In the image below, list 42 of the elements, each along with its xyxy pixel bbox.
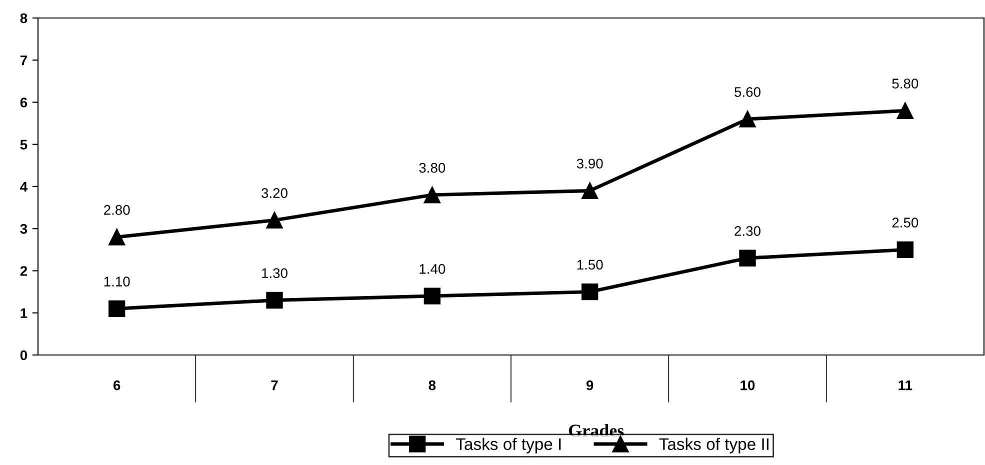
point — [424, 288, 440, 304]
point — [896, 102, 914, 120]
data-label: 1.30 — [262, 268, 288, 278]
data-label: 1.10 — [104, 276, 130, 286]
point — [108, 228, 126, 246]
data-label: 3.20 — [262, 188, 288, 198]
data-label: 2.50 — [892, 218, 918, 228]
data-label: 3.90 — [576, 158, 603, 169]
point — [582, 182, 598, 200]
legend-label: Tasks of type II — [659, 438, 768, 454]
data-label: 3.80 — [419, 162, 446, 173]
data-label: 2.30 — [734, 226, 760, 236]
point — [424, 186, 440, 204]
y-tick-label: 6 — [20, 98, 28, 108]
x-tick-label: 6 — [113, 380, 120, 390]
legend-label: Tasks of type I — [456, 438, 561, 454]
x-axis-title: Grades — [568, 424, 624, 437]
data-label: 1.40 — [420, 264, 446, 274]
y-tick-label: 8 — [20, 13, 28, 24]
x-tick-label: 9 — [586, 380, 594, 390]
y-tick-label: 3 — [20, 224, 28, 234]
x-tick-label: 7 — [271, 380, 278, 390]
y-tick-label: 4 — [20, 182, 28, 192]
data-label: 5.80 — [892, 78, 918, 88]
point — [266, 292, 283, 309]
x-tick-label: 8 — [428, 380, 436, 390]
y-tick-label: 5 — [20, 140, 28, 150]
data-label: 2.80 — [104, 205, 130, 215]
x-tick-label: 11 — [898, 380, 912, 390]
x-tick-label: 10 — [740, 380, 755, 390]
point — [108, 300, 126, 317]
data-label: 5.60 — [734, 87, 760, 97]
y-tick-label: 2 — [20, 266, 28, 276]
y-tick-label: 0 — [20, 350, 28, 360]
y-tick-label: 7 — [20, 56, 27, 66]
point — [266, 212, 283, 229]
point — [582, 283, 598, 300]
data-label: 1.50 — [577, 260, 603, 270]
point — [896, 241, 914, 258]
y-tick-label: 1 — [20, 308, 28, 318]
point — [739, 110, 756, 128]
point — [739, 250, 756, 266]
